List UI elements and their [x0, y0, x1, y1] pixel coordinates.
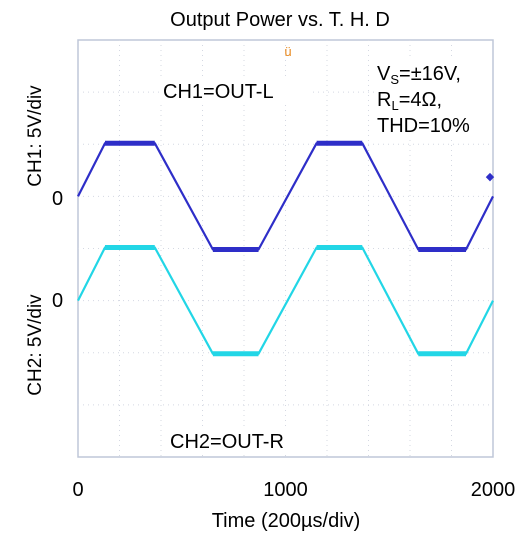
annotation-rl: RL=4Ω,: [377, 89, 442, 113]
waveform-series: [77, 140, 494, 357]
annotation-bg: [375, 56, 490, 140]
x-tick-label: 0: [72, 479, 83, 501]
level-marker-icon: ◆: [486, 171, 495, 183]
y-axis-label-ch2: CH2: 5V/div: [25, 294, 46, 396]
ch2-zero-label: 0: [52, 290, 63, 312]
annotation-vs: VS=±16V,: [377, 63, 461, 87]
ch1-zero-label: 0: [52, 188, 63, 210]
x-tick-labels: 0 1000 2000: [72, 479, 515, 501]
x-axis-label: Time (200µs/div): [212, 510, 361, 532]
y-axis-label-ch1: CH1: 5V/div: [25, 85, 46, 187]
ch1-label-bg: [160, 78, 310, 102]
x-tick-label: 2000: [471, 479, 515, 501]
series-label-ch1: CH1=OUT-L: [163, 81, 274, 103]
series-label-ch2: CH2=OUT-R: [170, 431, 284, 453]
ch2-label-bg: [168, 428, 316, 452]
x-tick-label: 1000: [263, 479, 308, 501]
trigger-marker-icon: ü: [284, 44, 291, 59]
annotation-thd: THD=10%: [377, 115, 470, 137]
chart-title: Output Power vs. T. H. D: [170, 9, 390, 31]
